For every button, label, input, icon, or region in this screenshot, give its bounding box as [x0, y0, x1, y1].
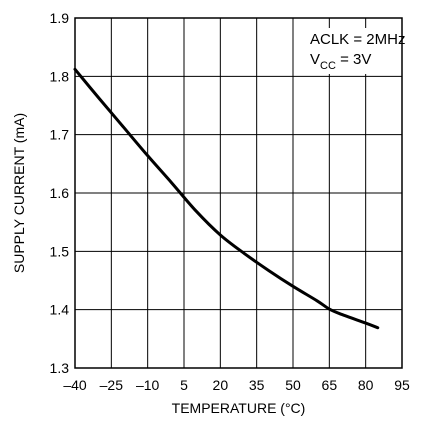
- plot-frame: [74, 17, 403, 369]
- annotation-vcc-subscript: CC: [320, 60, 336, 72]
- annotation-box: [306, 28, 400, 74]
- x-tick-label: 50: [285, 377, 301, 393]
- x-tick-label: 80: [358, 377, 374, 393]
- y-tick-label: 1.7: [50, 127, 70, 143]
- x-tick-label: 20: [213, 377, 229, 393]
- annotation-vcc-main: V: [310, 51, 320, 68]
- y-tick-label: 1.5: [50, 243, 70, 259]
- x-tick-label: –40: [63, 377, 87, 393]
- x-tick-label: 5: [180, 377, 188, 393]
- y-tick-label: 1.8: [50, 68, 70, 84]
- y-tick-label: 1.6: [50, 185, 70, 201]
- x-tick-label: 95: [394, 377, 410, 393]
- annotation-vcc: VCC = 3V: [310, 51, 371, 72]
- y-tick-label: 1.4: [50, 302, 70, 318]
- y-axis-label: SUPPLY CURRENT (mA): [11, 113, 27, 273]
- series-line: [73, 67, 380, 330]
- x-tick-labels: –40 –25 –10 5 20 35 50 65 80 95: [63, 377, 410, 393]
- y-tick-label: 1.3: [50, 360, 70, 376]
- x-axis-label: TEMPERATURE (°C): [172, 400, 306, 416]
- x-tick-label: 35: [249, 377, 265, 393]
- annotation-aclk: ACLK = 2MHz: [310, 31, 405, 48]
- y-tick-label: 1.9: [50, 10, 70, 26]
- y-tick-labels: 1.3 1.4 1.5 1.6 1.7 1.8 1.9: [50, 10, 70, 376]
- x-tick-label: –10: [136, 377, 160, 393]
- annotation-vcc-value: = 3V: [336, 51, 371, 68]
- x-tick-label: –25: [100, 377, 124, 393]
- x-tick-label: 65: [322, 377, 338, 393]
